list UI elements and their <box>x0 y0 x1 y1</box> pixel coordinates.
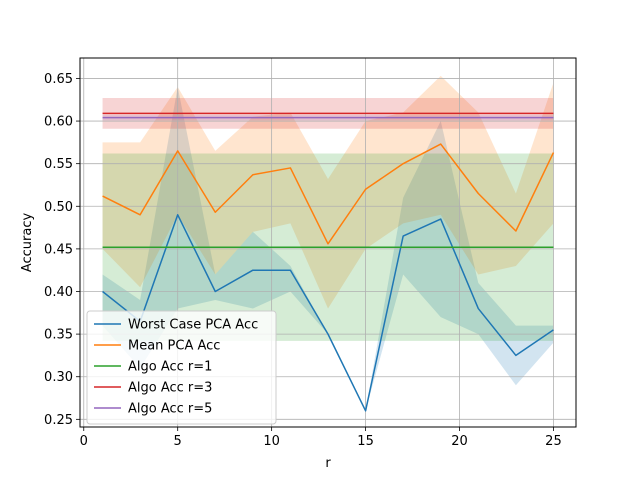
plot-frame <box>79 57 577 428</box>
legend-box <box>86 310 277 425</box>
x-tick-label: 25 <box>545 434 562 449</box>
axis-ticks: 0 5 10 15 20 25 0.25 0.30 0.35 0.40 0.45 0.50 0.55 0.… <box>44 72 562 449</box>
x-tick-label: 0 <box>80 434 88 449</box>
y-tick-label: 0.30 <box>44 370 73 385</box>
x-tick-label: 20 <box>451 434 468 449</box>
x-tick-label: 5 <box>174 434 182 449</box>
mean-pca-acc-legend-label: Mean PCA Acc <box>128 339 220 354</box>
x-tick-label: 15 <box>357 434 374 449</box>
x-axis-label: r <box>325 456 331 471</box>
y-axis-label: Accuracy <box>20 213 35 273</box>
series-lines <box>102 112 555 412</box>
x-tick-label: 10 <box>263 434 280 449</box>
y-tick-label: 0.45 <box>44 242 73 257</box>
mean-pca-acc-line <box>102 143 555 245</box>
y-tick-label: 0.40 <box>44 285 73 300</box>
worst-case-pca-acc-band <box>102 86 554 411</box>
legend: Worst Case PCA Acc Mean PCA Acc Algo Acc r… <box>86 310 277 425</box>
mean-pca-acc-band <box>102 75 554 309</box>
worst-case-pca-acc-legend-label: Worst Case PCA Acc <box>128 318 258 333</box>
y-tick-label: 0.25 <box>44 413 73 428</box>
y-tick-label: 0.50 <box>44 200 73 215</box>
worst-case-pca-acc-line <box>102 214 554 412</box>
algo-acc-r-1-legend-label: Algo Acc r=1 <box>128 360 212 375</box>
y-tick-label: 0.60 <box>44 115 73 130</box>
y-tick-label: 0.65 <box>44 72 73 87</box>
y-tick-label: 0.55 <box>44 157 73 172</box>
algo-acc-r-5-legend-label: Algo Acc r=5 <box>128 402 212 417</box>
y-tick-label: 0.35 <box>44 328 73 343</box>
algo-acc-r-3-legend-label: Algo Acc r=3 <box>128 381 212 396</box>
